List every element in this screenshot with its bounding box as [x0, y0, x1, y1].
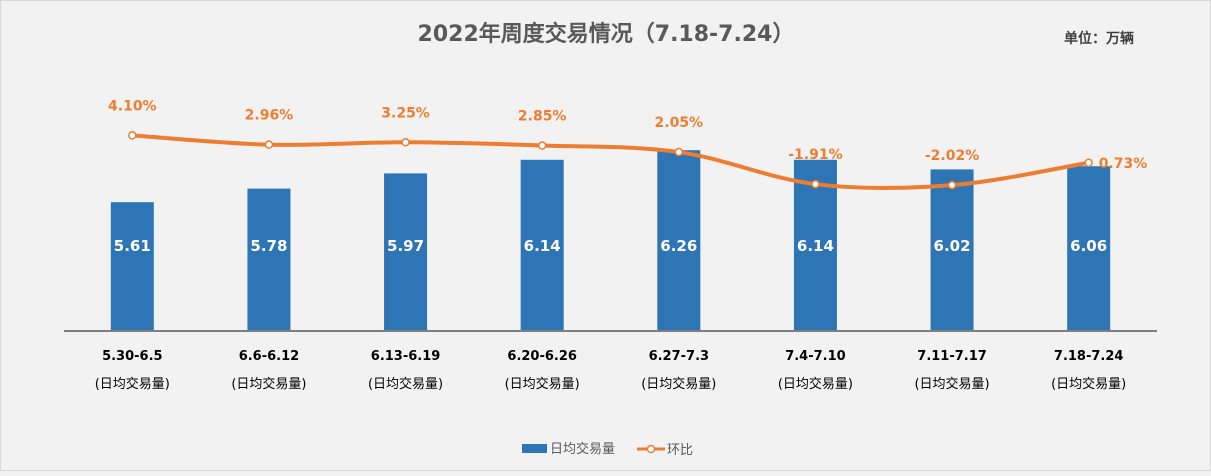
bar-value-label: 6.26	[660, 237, 697, 255]
x-tick-label: 6.20-6.26	[507, 349, 577, 364]
line-point-4	[674, 147, 684, 157]
line-value-label: 2.96%	[245, 108, 294, 124]
bar-value-label: 6.14	[524, 237, 561, 255]
x-tick-label: 5.30-6.5	[102, 349, 163, 364]
line-point-7	[1084, 158, 1093, 168]
bar-1	[247, 188, 291, 331]
bar-0	[110, 202, 154, 331]
line-point-1	[264, 140, 274, 149]
line-point-2	[401, 138, 410, 147]
x-tick-label: 7.11-7.17	[917, 349, 987, 364]
line-value-label: -1.91%	[788, 147, 842, 163]
x-tick-sublabel: (日均交易量)	[95, 376, 170, 392]
x-tick-sublabel: (日均交易量)	[1051, 376, 1126, 392]
legend-label-bar: 日均交易量	[550, 441, 615, 457]
line-point-5	[811, 179, 820, 189]
line-value-label: -2.02%	[925, 148, 979, 164]
x-tick-label: 6.27-7.3	[649, 349, 710, 364]
legend-swatch-bar	[522, 444, 547, 453]
x-tick-sublabel: (日均交易量)	[505, 376, 580, 392]
bar-4	[657, 150, 701, 331]
bar-value-label: 6.14	[797, 237, 834, 255]
bar-value-label: 6.06	[1070, 237, 1107, 255]
x-tick-sublabel: (日均交易量)	[914, 376, 989, 392]
bar-value-label: 5.97	[387, 237, 424, 255]
x-tick-sublabel: (日均交易量)	[778, 376, 853, 392]
x-tick-sublabel: (日均交易量)	[641, 376, 716, 392]
line-value-label: 3.25%	[381, 105, 430, 121]
bar-value-label: 5.78	[250, 237, 287, 255]
x-tick-label: 6.6-6.12	[239, 349, 300, 364]
legend-label-line: 环比	[667, 443, 693, 458]
unit-label: 单位：万辆	[1064, 30, 1134, 47]
x-tick-sublabel: (日均交易量)	[231, 376, 306, 392]
x-tick-label: 7.4-7.10	[785, 349, 846, 364]
legend-marker	[646, 444, 656, 454]
bar-3	[520, 159, 564, 331]
bar-2	[384, 173, 428, 331]
line-value-label: 2.05%	[655, 115, 704, 131]
legend: 日均交易量 环比	[522, 441, 693, 458]
bar-6	[930, 169, 974, 331]
line-point-6	[947, 180, 957, 190]
chart-title: 2022年周度交易情况（7.18-7.24）	[418, 21, 795, 47]
line-point-3	[537, 141, 547, 150]
x-tick-label: 7.18-7.24	[1054, 349, 1124, 364]
line-value-label: 4.10%	[108, 98, 157, 114]
bar-value-label: 5.61	[114, 237, 151, 255]
x-tick-sublabel: (日均交易量)	[368, 376, 443, 392]
x-tick-label: 6.13-6.19	[371, 349, 441, 364]
bar-7	[1067, 166, 1111, 331]
line-value-label: 2.85%	[518, 109, 567, 125]
line-value-label: 0.73%	[1099, 156, 1148, 172]
series-line-huanbi	[130, 133, 1091, 191]
bar-value-label: 6.02	[934, 237, 971, 255]
line-point-0	[128, 131, 137, 140]
